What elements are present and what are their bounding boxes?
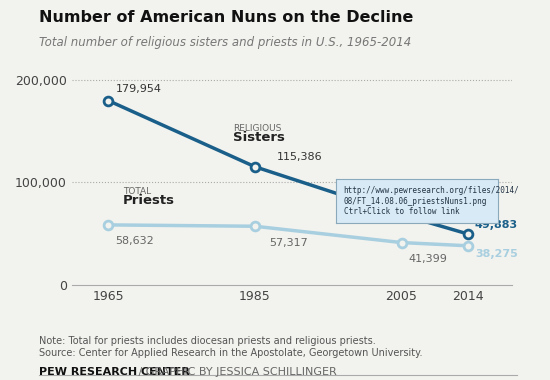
Text: 179,954: 179,954 [116,84,162,94]
Text: 38,275: 38,275 [475,249,518,259]
Point [104,222,113,228]
Text: 58,632: 58,632 [116,236,154,246]
Text: 68,634: 68,634 [416,200,455,209]
Text: 57,317: 57,317 [270,238,308,247]
Text: 49,883: 49,883 [475,220,518,230]
Point [250,164,259,170]
Point [397,239,406,245]
Text: Number of American Nuns on the Decline: Number of American Nuns on the Decline [39,10,413,24]
Text: Priests: Priests [123,194,175,207]
Text: 115,386: 115,386 [277,152,322,162]
Text: RELIGIOUS: RELIGIOUS [233,124,281,133]
Point [397,212,406,218]
Text: PEW RESEARCH CENTER: PEW RESEARCH CENTER [39,367,189,377]
Point [463,243,472,249]
Text: TOTAL: TOTAL [123,187,151,196]
Point [463,231,472,237]
Point [250,223,259,229]
Text: Note: Total for priests includes diocesan priests and religious priests.
Source:: Note: Total for priests includes diocesa… [39,336,422,358]
Text: 41,399: 41,399 [409,254,448,264]
Text: Total number of religious sisters and priests in U.S., 1965-2014: Total number of religious sisters and pr… [39,36,411,49]
Text: / GRAPHIC BY JESSICA SCHILLINGER: / GRAPHIC BY JESSICA SCHILLINGER [135,367,337,377]
Point [104,98,113,104]
Text: Sisters: Sisters [233,131,285,144]
